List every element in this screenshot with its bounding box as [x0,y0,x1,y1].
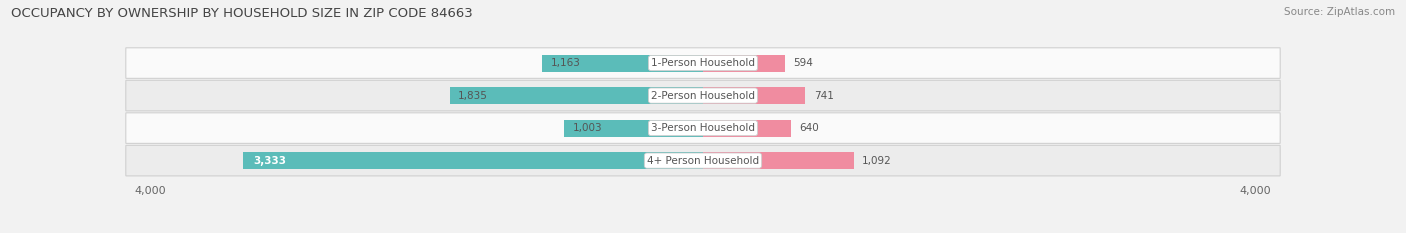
Text: 1,835: 1,835 [458,91,488,101]
Text: 3,333: 3,333 [254,156,287,166]
Text: 4+ Person Household: 4+ Person Household [647,156,759,166]
FancyBboxPatch shape [125,145,1281,176]
Text: OCCUPANCY BY OWNERSHIP BY HOUSEHOLD SIZE IN ZIP CODE 84663: OCCUPANCY BY OWNERSHIP BY HOUSEHOLD SIZE… [11,7,472,20]
Text: 1-Person Household: 1-Person Household [651,58,755,68]
Text: 2-Person Household: 2-Person Household [651,91,755,101]
Text: 3-Person Household: 3-Person Household [651,123,755,133]
FancyBboxPatch shape [125,48,1281,78]
Bar [564,120,703,137]
Text: 741: 741 [814,91,834,101]
Text: 1,163: 1,163 [551,58,581,68]
FancyBboxPatch shape [125,80,1281,111]
Bar [243,152,703,169]
FancyBboxPatch shape [125,113,1281,143]
Bar [703,120,792,137]
Text: 594: 594 [793,58,813,68]
Text: 1,092: 1,092 [862,156,891,166]
Bar [703,87,806,104]
Text: Source: ZipAtlas.com: Source: ZipAtlas.com [1284,7,1395,17]
Text: 1,003: 1,003 [572,123,602,133]
Bar [543,55,703,72]
Bar [703,152,853,169]
Bar [703,55,785,72]
Bar [450,87,703,104]
Text: 640: 640 [800,123,820,133]
